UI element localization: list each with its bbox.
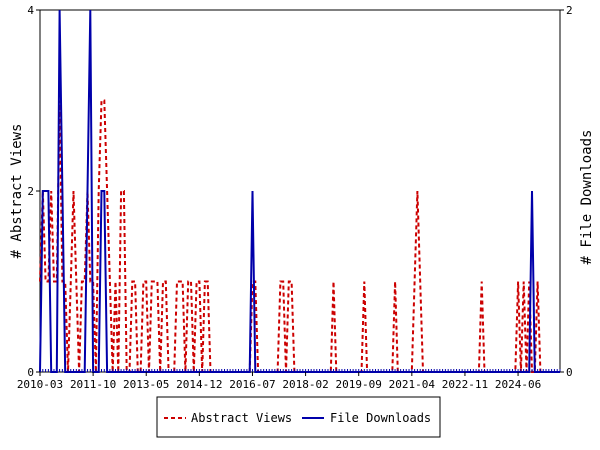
legend-box: [156, 396, 441, 438]
right-tick-label: 2: [566, 4, 573, 17]
x-tick-label: 2024-06: [495, 378, 541, 391]
x-tick-label: 2014-12: [176, 378, 222, 391]
x-tick-label: 2021-04: [389, 378, 436, 391]
left-axis-title: # Abstract Views: [9, 124, 25, 259]
x-tick-label: 2022-11: [442, 378, 488, 391]
x-tick-label: 2016-07: [229, 378, 275, 391]
legend-label-file-downloads: File Downloads: [330, 411, 431, 425]
x-tick-label: 2010-03: [17, 378, 63, 391]
right-axis-title: # File Downloads: [579, 130, 595, 265]
x-tick-label: 2011-10: [70, 378, 116, 391]
left-tick-label: 4: [27, 4, 34, 17]
x-tick-label: 2013-05: [123, 378, 169, 391]
right-tick-label: 0: [566, 366, 573, 379]
legend-label-abstract-views: Abstract Views: [191, 411, 292, 425]
legend: Abstract Views File Downloads: [156, 396, 441, 438]
x-tick-label: 2018-02: [282, 378, 328, 391]
left-tick-label: 0: [27, 366, 34, 379]
axis-layer: 2010-03 2011-10 2013-05 2014-12 2016-07 2018-…: [17, 4, 573, 391]
x-tick-label: 2019-09: [336, 378, 382, 391]
left-tick-label: 2: [27, 185, 34, 198]
